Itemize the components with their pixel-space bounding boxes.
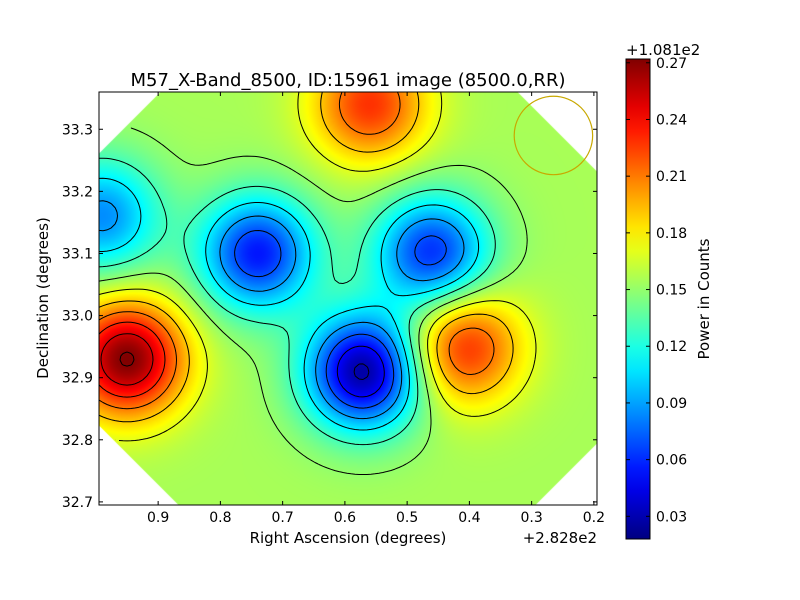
x-axis-label: Right Ascension (degrees)	[250, 529, 447, 547]
contour-line	[353, 363, 370, 380]
contour-line	[99, 157, 496, 446]
colorbar-tick-label: 0.27	[656, 56, 687, 72]
contour-line	[99, 177, 480, 431]
x-axis-offset: +2.828e2	[523, 529, 597, 547]
contour-lines	[99, 92, 537, 475]
intensity-map	[99, 92, 597, 505]
beam-circle	[513, 95, 594, 176]
y-tick-label: 32.7	[62, 495, 93, 511]
colorbar: 0.03 0.06 0.09 0.12 0.15 0.18 0.21 0.24 0.27 +1.…	[625, 41, 713, 540]
x-tick-label: 0.3	[521, 510, 543, 526]
beam-ellipse	[513, 95, 594, 176]
contour-line	[99, 92, 537, 442]
y-tick-label: 33.1	[62, 246, 93, 262]
contour-line	[99, 200, 465, 420]
colorbar-bar	[625, 58, 651, 540]
x-tick-label: 0.2	[583, 510, 605, 526]
contour-line	[99, 92, 514, 423]
colorbar-tick-label: 0.21	[656, 169, 687, 185]
y-tick-label: 32.8	[62, 433, 93, 449]
colorbar-offset: +1.081e2	[626, 41, 700, 59]
x-tick-label: 0.6	[334, 510, 356, 526]
y-tick-label: 33.3	[62, 122, 93, 138]
contour-line	[99, 127, 528, 475]
y-tick-label: 33.2	[62, 184, 93, 200]
y-tick-label: 32.9	[62, 371, 93, 387]
chart-title: M57_X-Band_8500, ID:15961 image (8500.0,…	[131, 70, 566, 91]
colorbar-ticks: 0.03 0.06 0.09 0.12 0.15 0.18 0.21 0.24 0.27	[626, 56, 687, 525]
x-tick-label: 0.9	[147, 510, 169, 526]
y-axis-ticks: 32.7 32.8 32.9 33.0 33.1 33.2 33.3	[62, 122, 597, 511]
x-axis-ticks: 0.9 0.8 0.7 0.6 0.5 0.4 0.3 0.2	[147, 92, 605, 526]
colorbar-tick-label: 0.24	[656, 112, 687, 128]
x-tick-label: 0.7	[272, 510, 294, 526]
contour-line	[119, 351, 135, 367]
x-tick-label: 0.8	[209, 510, 231, 526]
colorbar-tick-label: 0.12	[656, 339, 687, 355]
contour-line	[99, 321, 166, 398]
y-tick-label: 33.0	[62, 309, 93, 325]
colorbar-tick-label: 0.09	[656, 396, 687, 412]
contour-line	[336, 345, 385, 398]
colorbar-tick-label: 0.03	[656, 509, 687, 525]
x-tick-label: 0.5	[396, 510, 418, 526]
colorbar-tick-label: 0.15	[656, 283, 687, 299]
contour-line	[100, 333, 154, 386]
x-tick-label: 0.4	[458, 510, 480, 526]
contour-line	[234, 230, 447, 409]
plot-frame	[98, 91, 598, 506]
colorbar-tick-label: 0.06	[656, 453, 687, 469]
colorbar-label: Power in Counts	[695, 238, 713, 359]
plot-area: 0.9 0.8 0.7 0.6 0.5 0.4 0.3 0.2 32.7 32.8 32.9 33.…	[62, 91, 605, 526]
colorbar-tick-label: 0.18	[656, 226, 687, 242]
y-axis-label: Declination (degrees)	[34, 217, 52, 379]
contour-line	[99, 92, 495, 410]
